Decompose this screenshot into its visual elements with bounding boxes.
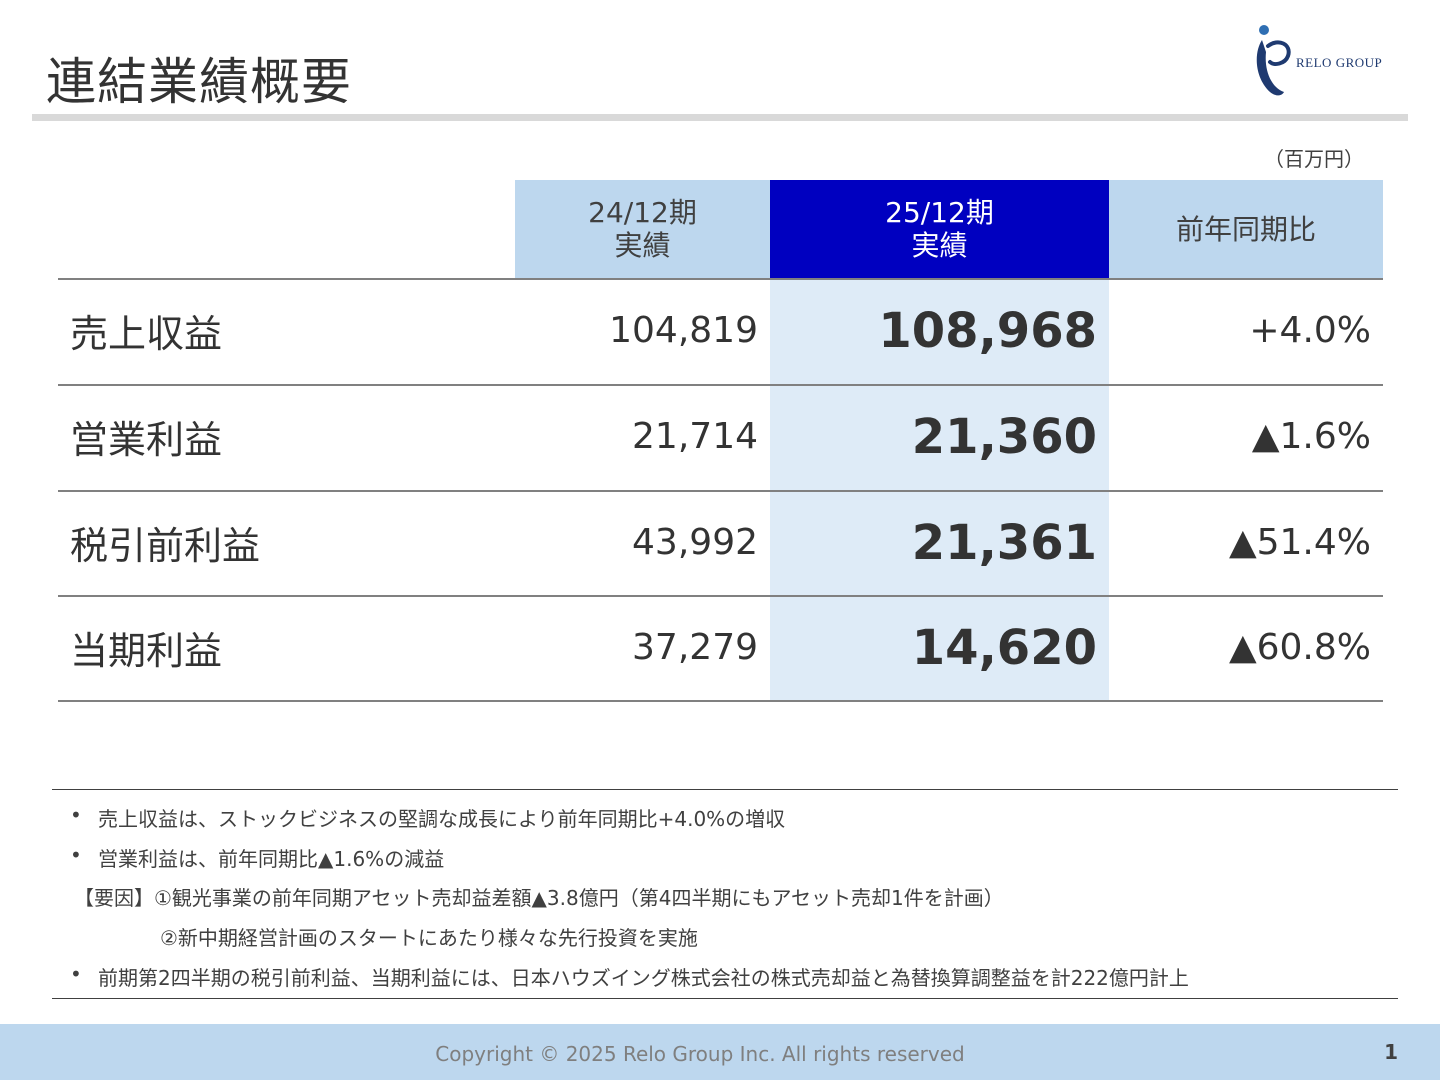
- column-header-prev-year: 24/12期 実績: [515, 180, 770, 278]
- notes-bottom-rule: [52, 998, 1398, 999]
- column-header-curr-line1: 25/12期: [885, 196, 994, 229]
- prev-year-value: 43,992: [632, 522, 758, 563]
- row-label: 税引前利益: [70, 524, 261, 568]
- note-prior-period: 前期第2四半期の税引前利益、当期利益には、日本ハウズイング株式会社の株式売却益と…: [98, 966, 1189, 990]
- logo-text: RELO GROUP: [1296, 55, 1383, 70]
- column-header-curr-line2: 実績: [911, 229, 968, 262]
- prev-year-value: 104,819: [609, 310, 758, 351]
- page-title: 連結業績概要: [46, 53, 352, 111]
- current-year-value: 108,968: [878, 302, 1097, 359]
- note-bullet: •: [70, 843, 82, 867]
- row-label: 当期利益: [70, 629, 223, 673]
- current-year-value: 21,361: [911, 514, 1097, 571]
- table-row-operating-profit: 営業利益 21,714 21,360 ▲1.6%: [58, 384, 1383, 489]
- relo-group-logo-icon: [1256, 25, 1291, 96]
- row-divider: [58, 278, 1383, 280]
- current-year-value: 21,360: [911, 408, 1097, 465]
- table-bottom-rule: [58, 700, 1383, 702]
- row-divider: [58, 595, 1383, 597]
- notes-top-rule: [52, 789, 1398, 790]
- prev-year-value: 21,714: [632, 416, 758, 457]
- row-divider: [58, 384, 1383, 386]
- note-factor-1: 【要因】①観光事業の前年同期アセット売却益差額▲3.8億円（第4四半期にもアセッ…: [74, 886, 1004, 910]
- note-operating-profit: 営業利益は、前年同期比▲1.6%の減益: [98, 847, 445, 871]
- note-bullet: •: [70, 962, 82, 986]
- yoy-value: ▲51.4%: [1228, 522, 1371, 563]
- unit-label: （百万円）: [1264, 147, 1364, 171]
- row-label: 営業利益: [70, 418, 223, 462]
- note-revenue: 売上収益は、ストックビジネスの堅調な成長により前年同期比+4.0%の増収: [98, 807, 786, 831]
- footer-bar: Copyright © 2025 Relo Group Inc. All rig…: [0, 1024, 1440, 1080]
- column-header-current-year: 25/12期 実績: [770, 180, 1109, 278]
- relo-group-logo: RELO GROUP: [1252, 22, 1402, 102]
- table-row-revenue: 売上収益 104,819 108,968 +4.0%: [58, 278, 1383, 383]
- column-header-prev-line2: 実績: [614, 229, 671, 262]
- copyright-text: Copyright © 2025 Relo Group Inc. All rig…: [435, 1042, 965, 1066]
- current-year-value: 14,620: [911, 619, 1097, 676]
- current-year-column-highlight: [770, 278, 1109, 701]
- yoy-value: +4.0%: [1249, 310, 1371, 351]
- prev-year-value: 37,279: [632, 627, 758, 668]
- row-label: 売上収益: [70, 312, 223, 356]
- yoy-value: ▲60.8%: [1228, 627, 1371, 668]
- title-divider: [32, 114, 1408, 121]
- note-factor-2: ②新中期経営計画のスタートにあたり様々な先行投資を実施: [160, 926, 698, 950]
- column-header-prev-line1: 24/12期: [588, 196, 697, 229]
- column-header-yoy: 前年同期比: [1109, 180, 1383, 278]
- row-divider: [58, 490, 1383, 492]
- note-bullet: •: [70, 803, 82, 827]
- yoy-value: ▲1.6%: [1251, 416, 1371, 457]
- page-number: 1: [1384, 1040, 1398, 1064]
- table-row-net-profit: 当期利益 37,279 14,620 ▲60.8%: [58, 595, 1383, 700]
- table-row-pretax-profit: 税引前利益 43,992 21,361 ▲51.4%: [58, 490, 1383, 595]
